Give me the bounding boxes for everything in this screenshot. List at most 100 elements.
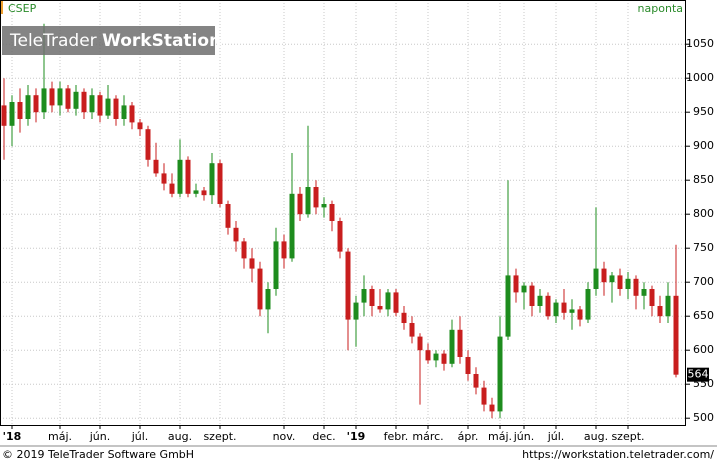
y-tick-label: 950 [693,105,714,118]
interval: naponta [638,2,683,15]
candle-body [377,306,383,310]
candle-body [561,302,567,313]
candle-body [89,95,95,113]
candle-body [465,357,471,374]
last-price-label: 564 [688,368,709,381]
y-tick-label: 850 [693,173,714,186]
watermark-part: WorkStation [102,31,221,51]
candle-body [617,275,623,289]
candle-body [641,289,647,296]
candle-body [473,374,479,388]
x-tick-label: jún. [89,430,111,443]
y-tick-label: 700 [693,275,714,288]
x-tick-label: márc. [412,430,443,443]
candle-body [137,122,143,130]
candle-body [513,275,519,293]
candle-body [441,353,447,364]
candle-body [425,350,431,361]
symbol-marker [0,0,3,14]
x-tick-label: dec. [312,430,335,443]
candle-body [1,105,7,126]
candle-body [121,105,127,119]
candle-body [361,289,367,303]
y-tick-label: 1050 [686,37,714,50]
candle-body [393,292,399,313]
candle-body [185,159,191,194]
candle-body [609,275,615,283]
candle-body [41,88,47,113]
candle-body [57,88,63,106]
y-tick-label: 600 [693,343,714,356]
candle-body [657,306,663,317]
watermark-box [2,26,215,55]
candle-body [369,289,375,306]
candle-body [625,278,631,289]
candle-body [673,295,679,375]
x-tick-label: máj. [488,430,512,443]
candle-body [105,98,111,116]
candle-body [593,268,599,289]
candle-body [33,95,39,113]
candle-body [481,387,487,405]
candle-body [321,204,327,208]
candle-body [265,289,271,310]
copyright: © 2019 TeleTrader Software GmbH [2,448,194,461]
candle-body [497,336,503,412]
x-tick-label: febr. [384,430,409,443]
x-tick-label: máj. [48,430,72,443]
y-tick-label: 900 [693,139,714,152]
x-tick-label: aug. [168,430,192,443]
candle-body [633,278,639,296]
candle-body [233,227,239,242]
candle-body [457,329,463,357]
candle-body [417,336,423,351]
x-tick-label: '19 [347,430,366,443]
candle-body [521,285,527,293]
candle-body [193,190,199,194]
candle-body [337,221,343,252]
candle-body [97,95,103,116]
x-tick-label: aug. [584,430,608,443]
candle-body [345,251,351,320]
x-tick-label: júl. [131,430,149,443]
candle-body [409,323,415,337]
candle-body [537,295,543,306]
candle-body [297,193,303,215]
candle-body [553,302,559,317]
plot [0,0,686,425]
candle-body [241,241,247,259]
x-tick-label: ápr. [458,430,479,443]
candle-body [73,91,79,109]
candle-body [489,404,495,412]
candle-body [313,187,319,208]
candle-body [81,91,87,113]
candle-body [577,309,583,320]
x-tick-label: szept. [611,430,644,443]
candle-body [257,268,263,310]
candle-body [545,295,551,317]
x-tick-label: jún. [513,430,535,443]
source-url: https://workstation.teletrader.com/ [522,448,714,461]
y-tick-label: 750 [693,241,714,254]
y-tick-label: 650 [693,309,714,322]
candle-body [433,353,439,361]
candle-body [385,292,391,310]
plot-frame [0,0,686,426]
candle-body [201,190,207,196]
candle-body [209,163,215,196]
candle-body [225,204,231,228]
candle-body [9,102,15,126]
x-tick-label: szept. [203,430,236,443]
candle-body [153,159,159,174]
watermark: TeleTrader WorkStation [9,31,221,51]
candle-body [353,302,359,320]
candle-body [281,241,287,259]
candle-body [129,105,135,123]
candle-body [17,102,23,119]
candle-body [273,241,279,289]
candle-body [329,204,335,221]
candle-body [161,173,167,184]
x-tick-label: nov. [273,430,296,443]
